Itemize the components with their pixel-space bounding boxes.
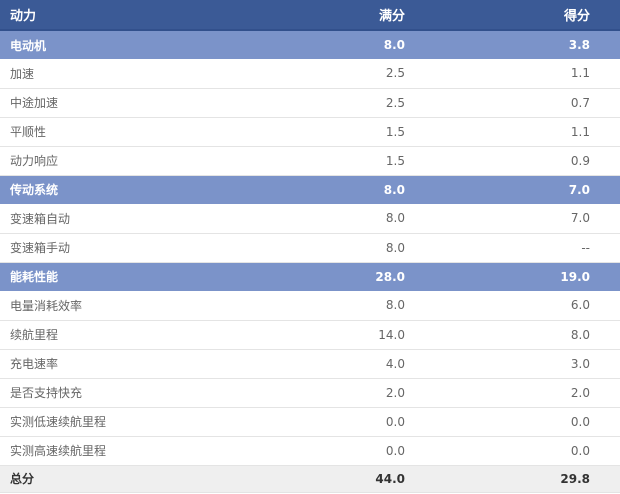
row-full-score: 4.0 (385, 356, 405, 371)
table-row: 是否支持快充 2.0 2.0 (0, 378, 620, 407)
row-full-score: 44.0 (375, 471, 405, 486)
row-label: 实测低速续航里程 (10, 415, 107, 429)
table-row: 实测高速续航里程 0.0 0.0 (0, 436, 620, 465)
header-row: 动力 满分 得分 (0, 0, 620, 30)
row-label: 是否支持快充 (10, 386, 83, 400)
row-full-score: 2.5 (385, 66, 405, 81)
row-label: 续航里程 (10, 328, 59, 342)
table-row: 中途加速 2.5 0.7 (0, 88, 620, 117)
table-row: 能耗性能 28.0 19.0 (0, 262, 620, 291)
table-row: 充电速率 4.0 3.0 (0, 349, 620, 378)
row-score: 8.0 (570, 327, 590, 342)
row-score: -- (581, 240, 590, 255)
row-score: 3.8 (568, 38, 590, 52)
row-score: 29.8 (560, 471, 590, 486)
row-score: 0.0 (570, 414, 590, 429)
table-row: 动力响应 1.5 0.9 (0, 146, 620, 175)
row-label: 加速 (10, 66, 35, 81)
table-row: 加速 2.5 1.1 (0, 59, 620, 88)
row-full-score: 8.0 (385, 298, 405, 313)
row-score: 2.0 (570, 385, 590, 400)
row-full-score: 1.5 (385, 124, 405, 139)
row-full-score: 2.0 (385, 385, 405, 400)
table-row: 变速箱自动 8.0 7.0 (0, 204, 620, 233)
table-row: 续航里程 14.0 8.0 (0, 320, 620, 349)
row-label: 中途加速 (10, 96, 59, 110)
row-full-score: 2.5 (385, 95, 405, 110)
row-label: 平顺性 (10, 125, 47, 139)
row-full-score: 14.0 (378, 327, 405, 342)
row-full-score: 8.0 (383, 38, 405, 52)
row-label: 充电速率 (10, 357, 59, 371)
row-score: 0.0 (570, 443, 590, 458)
row-label: 总分 (10, 472, 35, 486)
table-row: 实测低速续航里程 0.0 0.0 (0, 407, 620, 436)
row-full-score: 0.0 (385, 443, 405, 458)
row-score: 19.0 (560, 269, 590, 284)
row-full-score: 8.0 (383, 182, 405, 197)
row-score: 0.9 (570, 153, 590, 168)
row-full-score: 8.0 (385, 211, 405, 226)
row-score: 7.0 (568, 182, 590, 197)
row-label: 变速箱手动 (10, 241, 71, 255)
row-label: 动力响应 (10, 154, 59, 168)
row-full-score: 28.0 (375, 269, 405, 284)
row-score: 1.1 (570, 124, 590, 139)
row-full-score: 0.0 (385, 414, 405, 429)
table-row: 电量消耗效率 8.0 6.0 (0, 291, 620, 320)
row-score: 3.0 (570, 356, 590, 371)
row-label: 传动系统 (10, 183, 59, 198)
row-score: 6.0 (570, 298, 590, 313)
row-label: 电量消耗效率 (10, 298, 83, 313)
row-score: 7.0 (570, 211, 590, 226)
table-row: 传动系统 8.0 7.0 (0, 175, 620, 204)
table-row: 平顺性 1.5 1.1 (0, 117, 620, 146)
score-table-header: 动力 满分 得分 (0, 0, 620, 30)
score-table-body: 电动机 8.0 3.8 加速 2.5 1.1 中途加速 2.5 0.7 平顺性 … (0, 30, 620, 492)
row-score: 0.7 (570, 95, 590, 110)
column-header-score: 得分 (563, 9, 590, 24)
column-header-full-score: 满分 (378, 9, 405, 24)
row-label: 电动机 (10, 38, 47, 53)
column-header-category: 动力 (10, 9, 37, 24)
table-row: 总分 44.0 29.8 (0, 465, 620, 492)
row-label: 变速箱自动 (10, 211, 71, 226)
row-label: 实测高速续航里程 (10, 444, 107, 458)
table-row: 变速箱手动 8.0 -- (0, 233, 620, 262)
row-score: 1.1 (570, 66, 590, 81)
row-full-score: 8.0 (385, 240, 405, 255)
row-label: 能耗性能 (10, 270, 59, 285)
row-full-score: 1.5 (385, 153, 405, 168)
table-row: 电动机 8.0 3.8 (0, 30, 620, 59)
